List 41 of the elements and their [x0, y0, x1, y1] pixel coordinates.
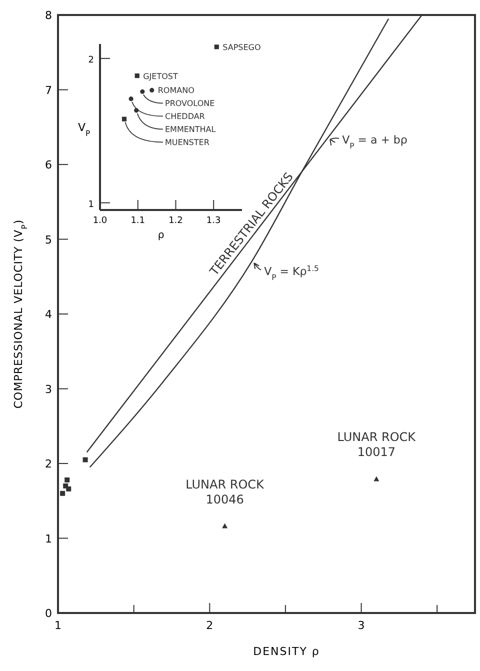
point: [60, 490, 66, 496]
y-tick-label: 4: [45, 308, 52, 321]
annotation: LUNAR ROCK 10046: [186, 477, 266, 506]
point: [122, 116, 127, 122]
point: [64, 477, 70, 482]
point: [134, 73, 140, 78]
point: [374, 476, 380, 482]
annotation: MUENSTER: [165, 138, 210, 148]
point: [150, 88, 154, 92]
y-tick-label: 0: [45, 607, 52, 620]
y-tick-label: 1: [45, 532, 52, 546]
y-axis-title: V$_{P}$: [78, 121, 91, 138]
point: [140, 89, 145, 94]
y-tick-label: 5: [45, 233, 52, 246]
x-tick-label: 1.0: [92, 216, 108, 226]
point: [222, 523, 228, 528]
annotation: LUNAR ROCK 10017: [337, 430, 417, 460]
point: [128, 96, 134, 102]
point: [214, 44, 219, 50]
y-tick-label: 2: [45, 458, 52, 470]
annotation: EMMENTHAL: [165, 125, 216, 134]
point: [82, 457, 88, 462]
annotation: ROMANO: [158, 86, 194, 96]
y-tick-label: 3: [45, 382, 52, 396]
x-tick-label: 1.2: [168, 216, 183, 226]
annotation: CHEDDAR: [165, 112, 206, 122]
legend-label: V$_{P}$ = Kρ$^{1.5}$: [264, 263, 320, 282]
y-tick-label: 8: [45, 9, 52, 22]
x-axis-title: DENSITY ρ: [253, 645, 320, 658]
legend-label: V$_{P}$ = a + bρ: [342, 133, 408, 150]
x-axis-title: ρ: [158, 230, 164, 241]
y-tick-label: 7: [45, 84, 52, 97]
x-tick-label: 3: [358, 619, 365, 632]
y-tick-label: 6: [45, 158, 52, 172]
annotation: PROVOLONE: [165, 99, 215, 108]
x-tick-label: 1.1: [130, 216, 146, 226]
x-tick-label: 2: [206, 619, 214, 632]
annotation: SAPSEGO: [222, 42, 261, 52]
x-tick-label: 1: [54, 619, 62, 632]
annotation: GJETOST: [143, 72, 178, 81]
point: [66, 486, 72, 492]
